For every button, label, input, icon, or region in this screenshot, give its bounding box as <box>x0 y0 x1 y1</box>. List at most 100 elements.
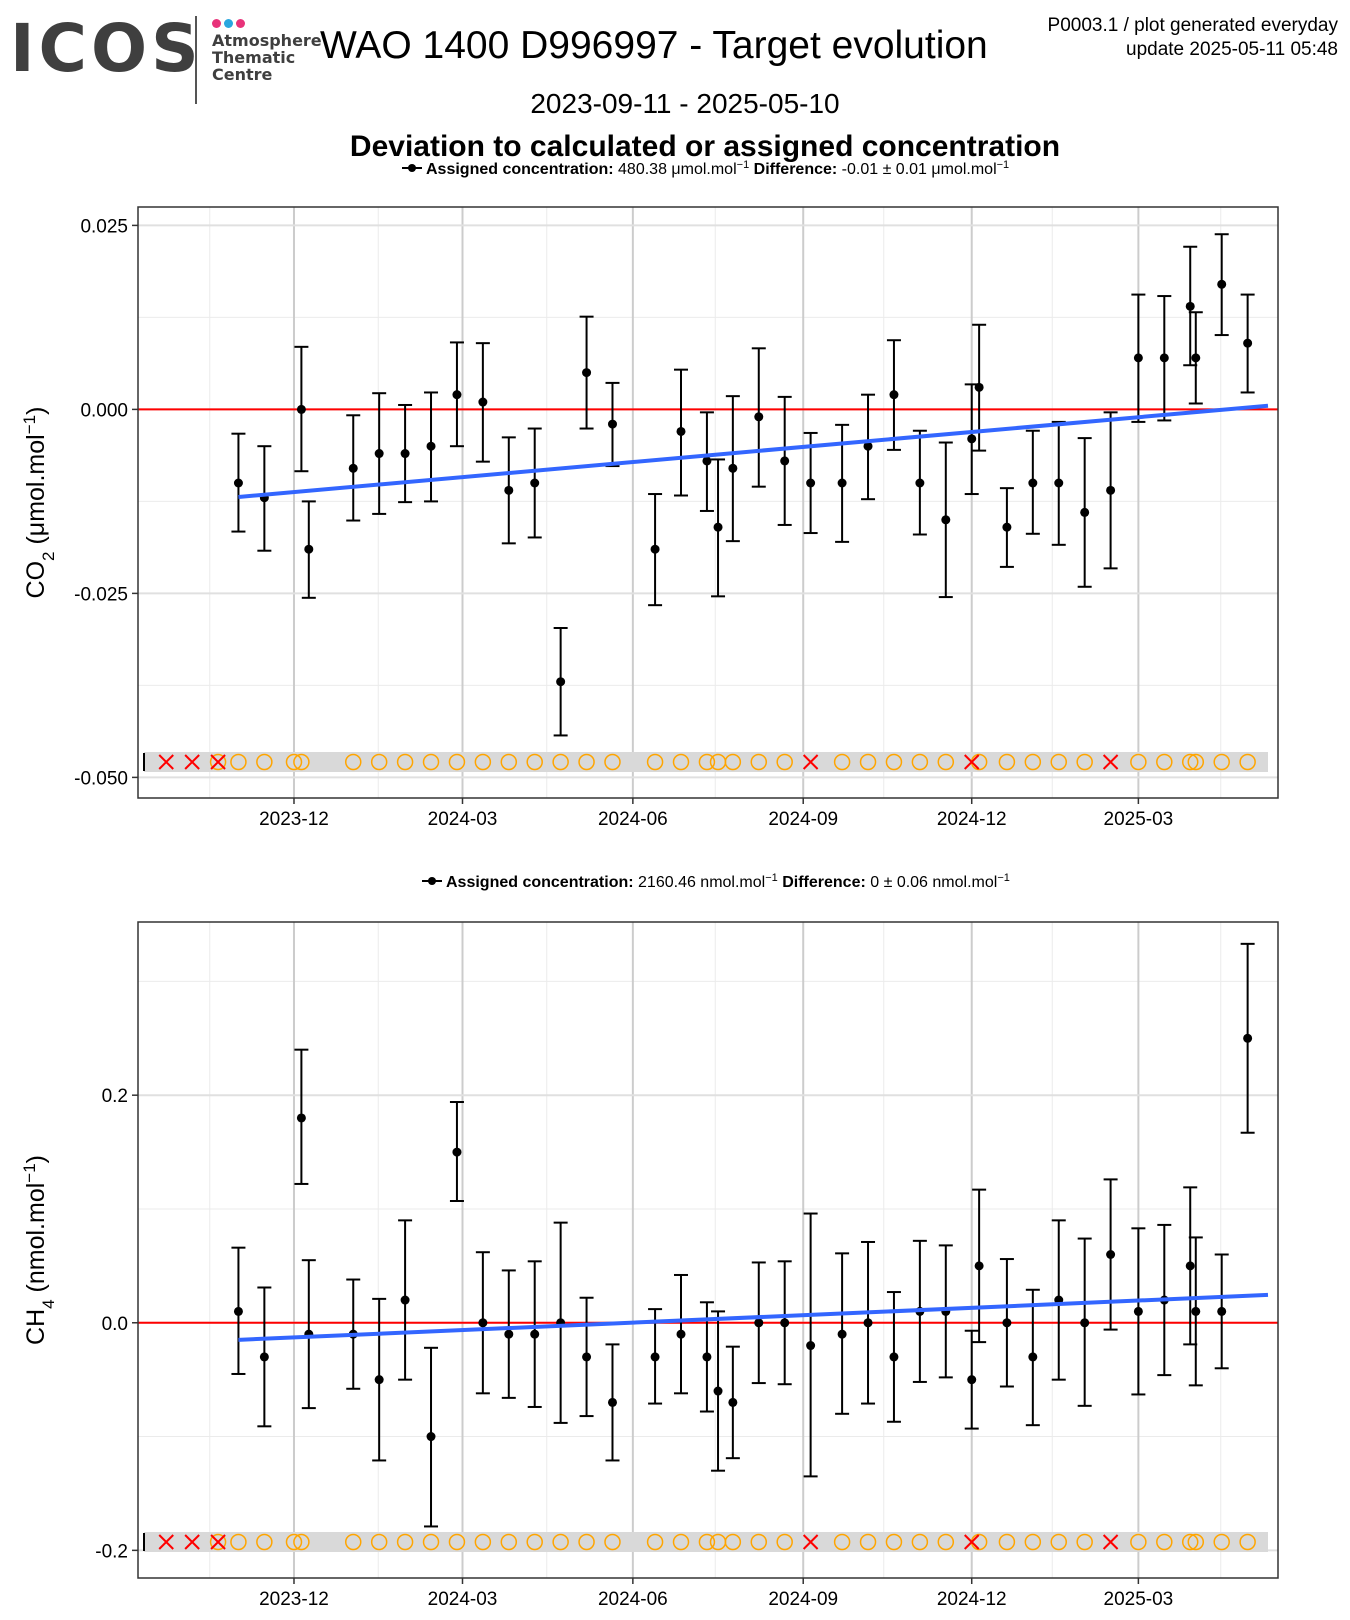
legend: Assigned concentration: 480.38 μmol.mol−… <box>402 159 1009 178</box>
flag-circle <box>1213 1533 1230 1551</box>
x-tick-label: 2024-03 <box>428 809 498 830</box>
y-tick-label: 0.0 <box>102 1314 128 1335</box>
data-point <box>504 1329 514 1339</box>
data-point <box>889 390 899 400</box>
y-tick-label: 0.000 <box>80 400 128 421</box>
flag-circle <box>1156 753 1173 771</box>
flag-circle <box>396 753 414 771</box>
flag-circle <box>937 1533 955 1551</box>
data-point <box>780 1318 790 1328</box>
legend-part-0: Assigned concentration: <box>446 874 634 891</box>
logo-sub-line-2: Thematic <box>212 48 296 67</box>
data-point <box>702 1352 712 1362</box>
generation-info: P0003.1 / plot generated everyday update… <box>1048 14 1338 62</box>
flag-circle <box>1181 753 1199 771</box>
flag-circle <box>448 1533 466 1551</box>
x-tick-label: 2024-09 <box>768 809 838 830</box>
flag-circle <box>552 753 569 771</box>
data-point <box>1080 1318 1090 1328</box>
flag-circle <box>750 1533 768 1551</box>
flag-circle <box>859 1533 877 1551</box>
flag-circle <box>578 1533 595 1551</box>
data-point <box>426 1432 436 1442</box>
data-point <box>530 478 540 488</box>
x-tick-label: 2024-06 <box>598 1589 668 1610</box>
data-point <box>1080 507 1090 517</box>
flag-x-mark <box>964 754 980 770</box>
y-axis-label-main: CO <box>22 561 50 599</box>
x-tick-label: 2024-06 <box>598 809 668 830</box>
data-point <box>1106 1249 1116 1259</box>
flag-circle <box>1156 1533 1173 1551</box>
flag-circle <box>1130 753 1147 771</box>
data-point <box>754 412 764 422</box>
data-point <box>1191 353 1201 363</box>
legend-part-5: −1 <box>997 159 1010 171</box>
flag-circle <box>1187 1533 1205 1551</box>
data-point <box>1133 353 1143 363</box>
data-point <box>915 478 925 488</box>
data-point <box>374 1375 384 1385</box>
flag-circle <box>1050 1533 1068 1551</box>
y-axis-label-sup: −1 <box>20 415 39 434</box>
data-point <box>1191 1306 1201 1316</box>
data-point <box>1243 338 1253 348</box>
flag-circle <box>833 1533 851 1551</box>
data-point <box>837 478 847 488</box>
logo-sub-line-3: Centre <box>212 65 273 84</box>
flag-circle <box>1130 1533 1147 1551</box>
legend-part-3: Difference: <box>778 874 866 891</box>
data-point <box>607 1397 617 1407</box>
trend-line <box>238 1292 1269 1342</box>
logo-subtitle: Atmosphere Thematic Centre <box>212 32 322 83</box>
flag-x-mark <box>158 754 174 770</box>
logo-dot-2 <box>224 19 233 28</box>
data-point <box>582 1352 592 1362</box>
flag-circle <box>396 1533 414 1551</box>
flag-circle <box>1187 753 1205 771</box>
data-point <box>400 1295 410 1305</box>
data-point <box>713 522 723 532</box>
y-tick-label: -0.050 <box>74 768 128 789</box>
flag-circle <box>776 753 793 771</box>
x-tick-label: 2024-12 <box>937 809 1007 830</box>
y-axis-label-sub: 2 <box>39 551 58 560</box>
main-title: WAO 1400 D996997 - Target evolution <box>320 24 988 67</box>
y-axis-label-unit: (μmol.mol <box>22 434 50 551</box>
flag-circle <box>209 1533 227 1551</box>
flag-x-mark <box>158 1534 174 1550</box>
flag-circle <box>724 753 742 771</box>
data-point <box>967 1375 977 1385</box>
flag-circle <box>998 1533 1016 1551</box>
data-point <box>1028 1352 1038 1362</box>
flag-circle <box>344 1533 362 1551</box>
flag-circle <box>285 753 303 771</box>
plot-background <box>138 207 1278 798</box>
flag-circle <box>776 1533 793 1551</box>
data-point <box>374 449 384 459</box>
flag-circle <box>448 753 466 771</box>
flag-circle <box>370 753 388 771</box>
plot-border <box>137 921 1279 1579</box>
flag-circle <box>1181 1533 1199 1551</box>
data-point <box>1002 522 1012 532</box>
data-point <box>1243 1033 1253 1043</box>
flag-circle <box>209 753 227 771</box>
flag-circle <box>1213 753 1230 771</box>
flag-circle <box>911 1533 929 1551</box>
legend-part-5: −1 <box>997 872 1010 884</box>
flag-circle <box>552 1533 569 1551</box>
data-point <box>348 463 358 473</box>
flag-circle <box>230 753 247 771</box>
plot-background <box>138 922 1278 1578</box>
plot-border <box>137 206 1279 799</box>
y-tick-label: 0.2 <box>102 1086 128 1107</box>
data-point <box>400 449 410 459</box>
flag-circle <box>422 753 440 771</box>
flag-x-mark <box>184 754 200 770</box>
data-point <box>713 1386 723 1396</box>
flag-circle <box>604 1533 621 1551</box>
data-point <box>967 434 977 444</box>
flag-x-mark <box>802 1534 819 1550</box>
data-point <box>296 404 306 414</box>
